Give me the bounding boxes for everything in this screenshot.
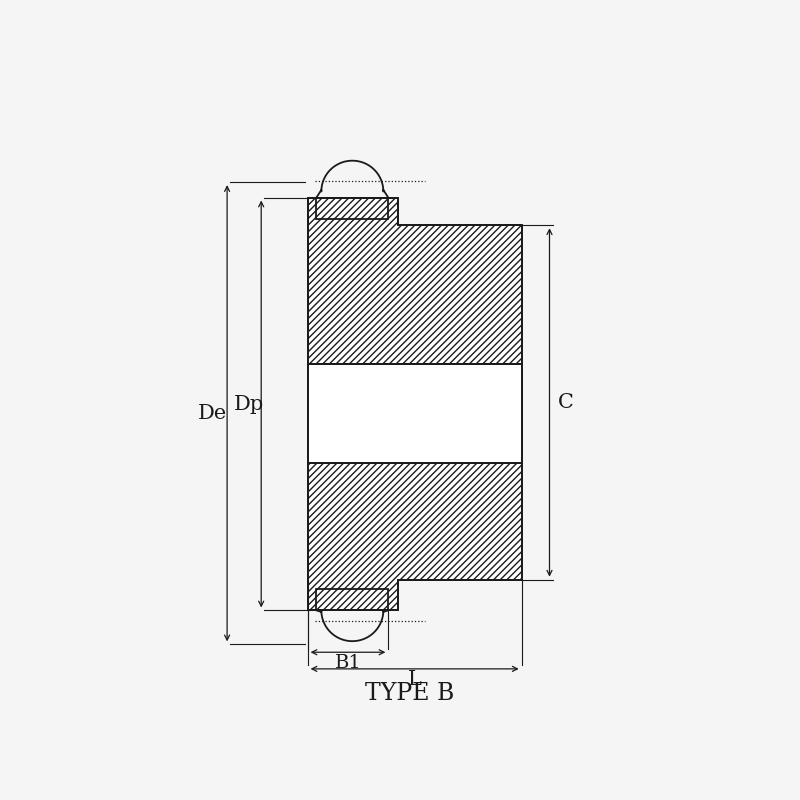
Polygon shape	[308, 364, 522, 462]
Polygon shape	[308, 462, 522, 610]
Polygon shape	[308, 198, 522, 364]
Text: De: De	[198, 404, 227, 422]
Text: C: C	[558, 393, 574, 412]
Text: B1: B1	[334, 654, 362, 672]
Polygon shape	[316, 589, 388, 610]
Text: TYPE B: TYPE B	[366, 682, 454, 705]
Polygon shape	[316, 198, 388, 219]
Text: Dp: Dp	[234, 394, 264, 414]
Text: L: L	[408, 670, 422, 689]
